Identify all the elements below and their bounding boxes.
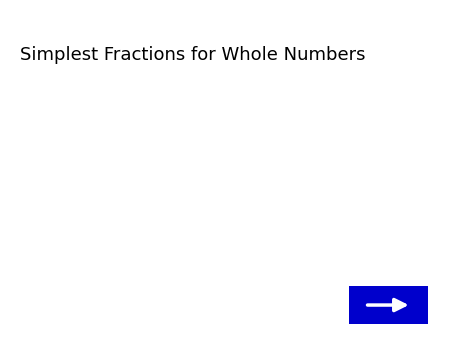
Text: Simplest Fractions for Whole Numbers: Simplest Fractions for Whole Numbers bbox=[20, 46, 366, 64]
Bar bbox=[349, 286, 428, 324]
